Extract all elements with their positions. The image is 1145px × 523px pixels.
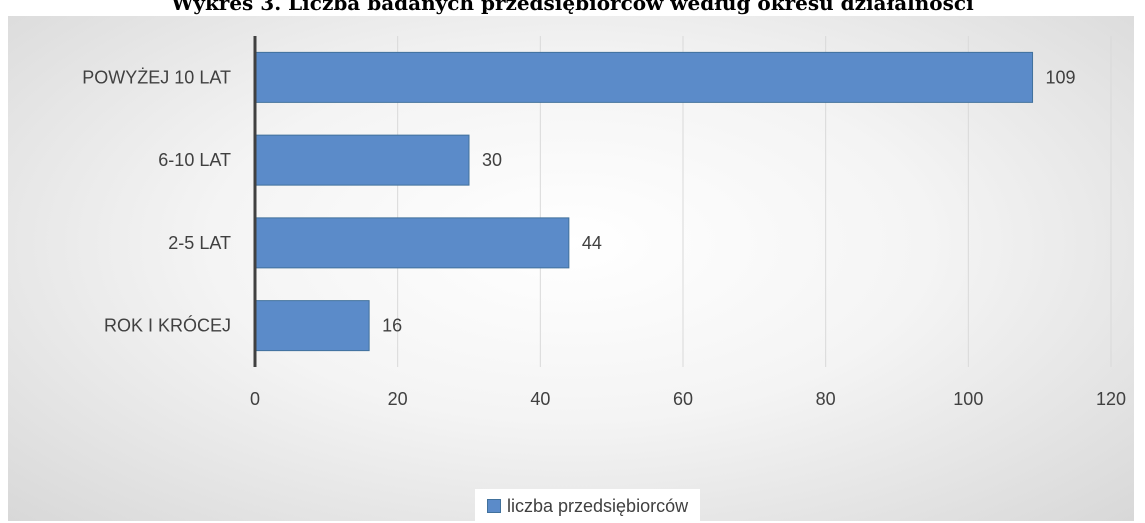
legend-label: liczba przedsiębiorców: [507, 495, 689, 516]
chart-area: 0 20 40 60 80 100 120 POWYŻEJ 10 LAT 6-10 LAT 2-…: [8, 16, 1134, 523]
data-label: 30: [482, 150, 502, 170]
x-tick-label: 40: [530, 389, 550, 409]
bar: [254, 134, 470, 186]
bars: [254, 51, 1034, 352]
x-tick-label: 100: [953, 389, 983, 409]
legend-swatch: [487, 499, 501, 513]
bar: [254, 300, 370, 352]
data-label: 44: [582, 233, 602, 253]
category-label: 2-5 LAT: [168, 233, 231, 253]
x-tick-label: 20: [388, 389, 408, 409]
chart-title: Wykres 3. Liczba badanych przedsiębiorcó…: [171, 0, 974, 15]
category-label: 6-10 LAT: [158, 150, 231, 170]
data-label: 16: [382, 316, 402, 336]
bar: [254, 51, 1034, 103]
legend: liczba przedsiębiorców: [475, 489, 701, 523]
bar: [254, 217, 570, 269]
x-tick-label: 60: [673, 389, 693, 409]
value-axis: 0 20 40 60 80 100 120: [250, 36, 1126, 409]
data-label: 109: [1046, 67, 1076, 87]
x-tick-label: 0: [250, 389, 260, 409]
x-tick-label: 120: [1096, 389, 1126, 409]
x-tick-label: 80: [816, 389, 836, 409]
bar-chart: 0 20 40 60 80 100 120 POWYŻEJ 10 LAT 6-10 LAT 2-…: [82, 36, 1126, 409]
data-labels: 109 30 44 16: [382, 67, 1075, 335]
category-label: ROK I KRÓCEJ: [104, 315, 231, 336]
category-labels: POWYŻEJ 10 LAT 6-10 LAT 2-5 LAT ROK I KRÓCE…: [82, 67, 231, 335]
category-label: POWYŻEJ 10 LAT: [82, 67, 231, 87]
